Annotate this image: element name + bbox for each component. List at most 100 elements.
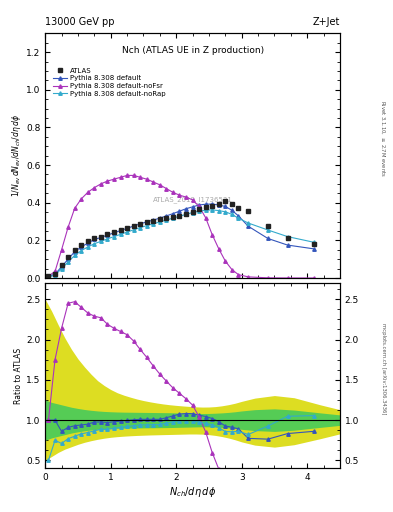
Pythia 8.308 default-noRap bbox=[66, 259, 70, 265]
Pythia 8.308 default bbox=[53, 271, 57, 278]
ATLAS bbox=[99, 233, 103, 240]
ATLAS bbox=[105, 231, 110, 237]
Pythia 8.308 default bbox=[190, 204, 195, 210]
Pythia 8.308 default-noRap bbox=[144, 223, 149, 229]
Pythia 8.308 default-noRap bbox=[72, 252, 77, 259]
Pythia 8.308 default-noFsr bbox=[85, 189, 90, 196]
Pythia 8.308 default-noFsr bbox=[246, 274, 251, 280]
ATLAS bbox=[144, 220, 149, 226]
Pythia 8.308 default bbox=[177, 208, 182, 214]
Pythia 8.308 default-noFsr bbox=[210, 231, 215, 238]
Pythia 8.308 default-noFsr bbox=[197, 203, 202, 209]
Pythia 8.308 default-noRap bbox=[190, 209, 195, 216]
Pythia 8.308 default-noFsr bbox=[164, 185, 169, 191]
ATLAS bbox=[72, 247, 77, 253]
Pythia 8.308 default-noFsr bbox=[72, 205, 77, 211]
Pythia 8.308 default bbox=[197, 202, 202, 208]
Pythia 8.308 default-noRap bbox=[105, 236, 110, 242]
ATLAS bbox=[59, 262, 64, 268]
Pythia 8.308 default bbox=[236, 213, 241, 219]
Legend: ATLAS, Pythia 8.308 default, Pythia 8.308 default-noFsr, Pythia 8.308 default-no: ATLAS, Pythia 8.308 default, Pythia 8.30… bbox=[51, 66, 167, 98]
Pythia 8.308 default-noRap bbox=[53, 272, 57, 278]
ATLAS bbox=[190, 209, 195, 215]
Pythia 8.308 default-noRap bbox=[125, 229, 129, 235]
ATLAS bbox=[164, 215, 169, 221]
Pythia 8.308 default-noFsr bbox=[177, 192, 182, 198]
Pythia 8.308 default-noFsr bbox=[59, 247, 64, 253]
ATLAS bbox=[210, 202, 215, 208]
Pythia 8.308 default bbox=[66, 256, 70, 262]
Pythia 8.308 default-noFsr bbox=[190, 197, 195, 203]
Pythia 8.308 default bbox=[311, 246, 316, 252]
Line: Pythia 8.308 default-noRap: Pythia 8.308 default-noRap bbox=[47, 208, 316, 279]
Pythia 8.308 default bbox=[144, 219, 149, 225]
Pythia 8.308 default-noRap bbox=[285, 233, 290, 240]
Pythia 8.308 default-noRap bbox=[46, 274, 51, 280]
Y-axis label: $1/N_{ev}\,dN_{ev}/dN_{ch}/d\eta\,d\phi$: $1/N_{ev}\,dN_{ev}/dN_{ch}/d\eta\,d\phi$ bbox=[10, 114, 23, 197]
Pythia 8.308 default-noFsr bbox=[158, 182, 162, 188]
Pythia 8.308 default-noRap bbox=[118, 231, 123, 238]
ATLAS bbox=[118, 227, 123, 233]
ATLAS bbox=[131, 223, 136, 229]
Pythia 8.308 default bbox=[112, 230, 116, 236]
Pythia 8.308 default-noFsr bbox=[311, 275, 316, 281]
Text: Rivet 3.1.10, $\geq$ 2.7M events: Rivet 3.1.10, $\geq$ 2.7M events bbox=[379, 100, 387, 177]
Pythia 8.308 default-noRap bbox=[92, 241, 97, 247]
Pythia 8.308 default-noFsr bbox=[125, 173, 129, 179]
Pythia 8.308 default-noRap bbox=[197, 208, 202, 214]
Pythia 8.308 default-noFsr bbox=[171, 189, 175, 196]
Pythia 8.308 default-noFsr bbox=[66, 224, 70, 230]
Line: Pythia 8.308 default-noFsr: Pythia 8.308 default-noFsr bbox=[47, 174, 316, 280]
Pythia 8.308 default-noRap bbox=[210, 207, 215, 213]
Pythia 8.308 default-noFsr bbox=[118, 174, 123, 180]
Pythia 8.308 default-noFsr bbox=[223, 258, 228, 264]
Pythia 8.308 default-noRap bbox=[131, 227, 136, 233]
Pythia 8.308 default-noFsr bbox=[266, 275, 270, 281]
ATLAS bbox=[203, 204, 208, 210]
Pythia 8.308 default bbox=[184, 206, 188, 212]
ATLAS bbox=[138, 221, 143, 227]
ATLAS bbox=[177, 213, 182, 219]
ATLAS bbox=[285, 236, 290, 242]
Pythia 8.308 default-noFsr bbox=[105, 178, 110, 184]
ATLAS bbox=[112, 229, 116, 235]
ATLAS bbox=[184, 211, 188, 217]
Pythia 8.308 default-noFsr bbox=[217, 246, 221, 252]
Pythia 8.308 default-noFsr bbox=[138, 174, 143, 180]
Pythia 8.308 default-noRap bbox=[203, 207, 208, 214]
Pythia 8.308 default bbox=[46, 273, 51, 279]
Pythia 8.308 default-noFsr bbox=[144, 176, 149, 182]
Text: 13000 GeV pp: 13000 GeV pp bbox=[45, 16, 115, 27]
Pythia 8.308 default-noRap bbox=[151, 221, 156, 227]
Pythia 8.308 default bbox=[99, 234, 103, 241]
ATLAS bbox=[246, 208, 251, 214]
ATLAS bbox=[171, 214, 175, 220]
Pythia 8.308 default-noFsr bbox=[112, 176, 116, 182]
Pythia 8.308 default-noRap bbox=[112, 233, 116, 240]
Pythia 8.308 default-noFsr bbox=[99, 181, 103, 187]
ATLAS bbox=[151, 218, 156, 224]
ATLAS bbox=[266, 223, 270, 229]
Pythia 8.308 default-noFsr bbox=[46, 273, 51, 279]
Pythia 8.308 default bbox=[230, 207, 234, 214]
Pythia 8.308 default-noFsr bbox=[230, 266, 234, 272]
Pythia 8.308 default-noFsr bbox=[236, 271, 241, 278]
Pythia 8.308 default-noRap bbox=[311, 239, 316, 245]
Pythia 8.308 default bbox=[72, 249, 77, 255]
Pythia 8.308 default-noFsr bbox=[203, 215, 208, 221]
ATLAS bbox=[66, 254, 70, 261]
ATLAS bbox=[236, 205, 241, 211]
ATLAS bbox=[125, 225, 129, 231]
ATLAS bbox=[230, 201, 234, 207]
Pythia 8.308 default bbox=[118, 227, 123, 233]
Line: ATLAS: ATLAS bbox=[46, 198, 316, 279]
Pythia 8.308 default-noRap bbox=[230, 211, 234, 218]
Pythia 8.308 default bbox=[203, 201, 208, 207]
X-axis label: $N_{ch}/d\eta\,d\phi$: $N_{ch}/d\eta\,d\phi$ bbox=[169, 485, 216, 499]
Pythia 8.308 default-noFsr bbox=[92, 185, 97, 191]
Pythia 8.308 default bbox=[125, 225, 129, 231]
Pythia 8.308 default bbox=[105, 232, 110, 238]
ATLAS bbox=[79, 242, 84, 248]
Pythia 8.308 default bbox=[85, 240, 90, 246]
Text: Z+Jet: Z+Jet bbox=[312, 16, 340, 27]
